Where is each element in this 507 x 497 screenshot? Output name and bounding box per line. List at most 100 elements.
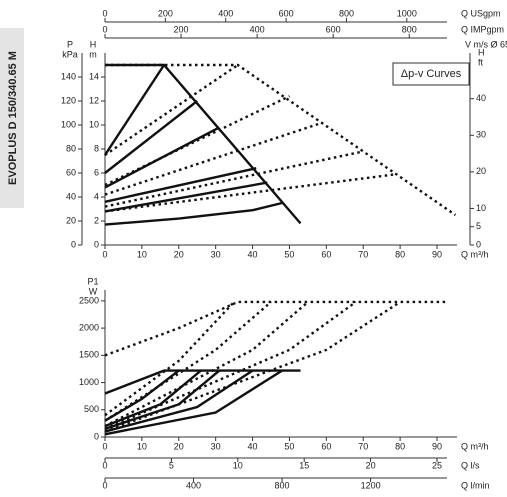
curve — [104, 369, 301, 395]
x-axis-label: Q m³/h — [461, 249, 489, 259]
axis-label: Q IMPgpm — [461, 24, 504, 34]
curve — [104, 173, 397, 213]
tick-label: 400 — [250, 24, 265, 34]
x-tick-label: 50 — [284, 249, 294, 259]
axis-label: ft — [478, 57, 484, 67]
tick-label: 120 — [61, 95, 76, 105]
side-title: EVOPLUS D 150/340.65 M — [7, 51, 19, 185]
y-tick-label: 1000 — [79, 377, 99, 387]
y-tick-label: 0 — [94, 239, 99, 249]
annotation-box — [392, 62, 470, 86]
tick-label: 20 — [66, 215, 76, 225]
top-note: V m/s Ø 65 — [465, 39, 507, 49]
x-tick-label: 0 — [102, 249, 107, 259]
tick-label: 40 — [476, 93, 486, 103]
curve — [104, 100, 198, 174]
y-tick-label: 0 — [94, 431, 99, 441]
y-tick-label: 14 — [89, 71, 99, 81]
y-tick-label: 500 — [84, 404, 99, 414]
axis-label: Q l/min — [461, 480, 490, 490]
curve — [104, 300, 401, 433]
tick-label: 20 — [366, 460, 376, 470]
y-axis-label: P1 — [87, 276, 98, 286]
x-tick-label: 70 — [358, 441, 368, 451]
curve — [104, 181, 268, 213]
tick-label: 200 — [158, 8, 173, 18]
y-tick-label: 2 — [94, 215, 99, 225]
axis-label: Q USgpm — [461, 8, 501, 18]
tick-label: 0 — [102, 480, 107, 490]
tick-label: 0 — [71, 239, 76, 249]
y-tick-label: 10 — [89, 119, 99, 129]
tick-label: 10 — [233, 460, 243, 470]
tick-label: 30 — [476, 130, 486, 140]
curve — [104, 369, 283, 436]
y-tick-label: 1500 — [79, 350, 99, 360]
y-tick-label: 6 — [94, 167, 99, 177]
tick-label: 140 — [61, 71, 76, 81]
x-tick-label: 60 — [321, 249, 331, 259]
x-tick-label: 30 — [211, 249, 221, 259]
tick-label: 80 — [66, 143, 76, 153]
curve — [104, 121, 324, 196]
y-tick-label: 2500 — [79, 295, 99, 305]
x-tick-label: 10 — [137, 249, 147, 259]
tick-label: 0 — [102, 460, 107, 470]
curve — [104, 301, 272, 422]
axis-label: P — [67, 39, 73, 49]
curve — [104, 95, 290, 187]
y-tick-label: 8 — [94, 143, 99, 153]
tick-label: 15 — [299, 460, 309, 470]
curve — [103, 64, 166, 156]
tick-label: 0 — [476, 239, 481, 249]
curve — [104, 167, 257, 203]
tick-label: 1000 — [397, 8, 417, 18]
curve — [105, 63, 457, 216]
x-tick-label: 40 — [248, 441, 258, 451]
curve — [104, 301, 357, 430]
tick-label: 100 — [61, 119, 76, 129]
curve — [104, 301, 235, 417]
y-tick-label: 2000 — [79, 322, 99, 332]
tick-label: 800 — [339, 8, 354, 18]
axis-label: Q l/s — [461, 460, 480, 470]
tick-label: 600 — [326, 24, 341, 34]
tick-label: 200 — [174, 24, 189, 34]
x-tick-label: 90 — [432, 441, 442, 451]
axis-label: kPa — [62, 49, 78, 59]
tick-label: 5 — [169, 460, 174, 470]
curve — [104, 150, 364, 208]
y-tick-label: 12 — [89, 95, 99, 105]
y-axis-label: m — [89, 49, 97, 59]
tick-label: 20 — [476, 166, 486, 176]
y-tick-label: 4 — [94, 191, 99, 201]
x-tick-label: 60 — [321, 441, 331, 451]
tick-label: 5 — [476, 221, 481, 231]
x-tick-label: 80 — [395, 249, 405, 259]
tick-label: 400 — [186, 480, 201, 490]
x-tick-label: 70 — [358, 249, 368, 259]
x-tick-label: 90 — [432, 249, 442, 259]
x-tick-label: 50 — [284, 441, 294, 451]
tick-label: 800 — [402, 24, 417, 34]
axis-label: H — [478, 47, 485, 57]
curve — [104, 300, 449, 357]
tick-label: 0 — [102, 24, 107, 34]
x-tick-label: 10 — [137, 441, 147, 451]
side-bar — [0, 28, 24, 208]
tick-label: 800 — [275, 480, 290, 490]
x-tick-label: 20 — [174, 441, 184, 451]
tick-label: 0 — [102, 8, 107, 18]
x-tick-label: 30 — [211, 441, 221, 451]
tick-label: 60 — [66, 167, 76, 177]
x-tick-label: 40 — [248, 249, 258, 259]
y-axis-label: W — [89, 286, 98, 296]
x-tick-label: 0 — [102, 441, 107, 451]
tick-label: 1200 — [361, 480, 381, 490]
x-tick-label: 80 — [395, 441, 405, 451]
tick-label: 600 — [279, 8, 294, 18]
tick-label: 400 — [218, 8, 233, 18]
x-tick-label: 20 — [174, 249, 184, 259]
x-axis-label: Q m³/h — [461, 441, 489, 451]
